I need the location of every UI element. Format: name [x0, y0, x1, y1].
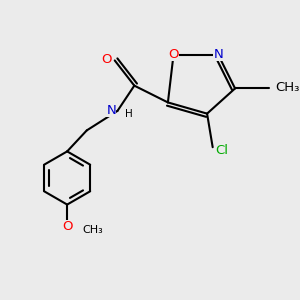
Text: CH₃: CH₃ — [82, 225, 103, 235]
Text: N: N — [213, 48, 223, 62]
Text: O: O — [168, 48, 179, 62]
Text: O: O — [101, 52, 112, 66]
Text: CH₃: CH₃ — [276, 80, 300, 94]
Text: Cl: Cl — [215, 143, 229, 157]
Text: H: H — [125, 109, 133, 118]
Text: N: N — [106, 104, 116, 117]
Text: O: O — [62, 220, 72, 233]
